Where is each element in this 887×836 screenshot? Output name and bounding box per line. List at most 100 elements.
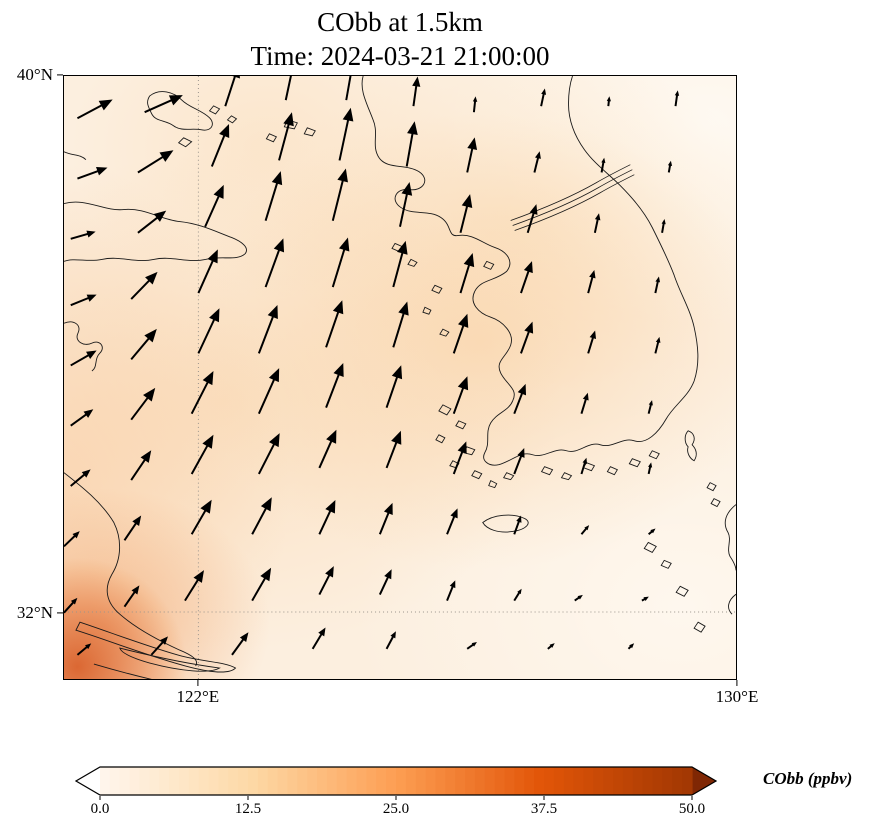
yangtze-south-bank [93,663,153,679]
wind-arrow-head [337,168,348,183]
colorbar-slice [169,767,180,795]
wind-arrow-head [86,350,97,360]
wind-arrow-head [326,429,337,444]
colorbar-slice [277,767,289,795]
island [422,306,432,315]
wind-arrow-head [342,107,354,122]
colorbar-slice [248,767,259,795]
colorbar-slice [396,767,407,795]
wind-arrow-head [267,305,278,319]
wind-arrow-head [648,462,653,468]
wind-arrow-head [260,567,272,582]
colorbar-slice [238,767,249,795]
colorbar-tick-label: 25.0 [382,801,410,817]
wind-arrow-shaft [392,308,406,348]
wind-arrow-head [584,525,590,531]
x-tick-label: 122°E [176,687,220,706]
wind-arrow-head [268,368,280,383]
wind-arrow-shaft [278,119,291,161]
wind-arrow-head [268,433,280,448]
island [438,404,452,416]
colorbar-slice [198,767,210,795]
wind-arrow-shaft [580,460,587,475]
wind-arrow-shaft [674,93,679,107]
wind-arrow-shaft [385,437,399,469]
wind-arrow-shaft [197,314,218,354]
wind-arrow-head [390,631,396,639]
wind-arrow-head [202,434,214,449]
colorbar-slice [672,767,683,795]
wind-arrow-head [524,321,534,334]
wind-arrow-shaft [331,244,347,288]
wind-arrow-shaft [540,91,546,107]
wind-arrow-shaft [284,76,292,101]
wind-arrow-shaft [593,216,600,233]
coastlines [64,76,736,679]
wind-arrow-shaft [257,374,277,415]
border-river-lines [510,164,635,231]
wind-arrow-shaft [190,441,211,475]
wind-arrow-head [461,194,473,208]
wind-arrow-head [72,531,80,539]
island [643,541,657,553]
wind-arrow-head [541,88,547,95]
colorbar-slice [405,767,417,795]
wind-arrow-shaft [137,214,162,234]
wind-arrow-head [81,469,91,478]
island [177,137,193,148]
wind-arrow-head [629,643,635,649]
map-panel [63,75,737,680]
wind-arrow-shaft [385,372,400,408]
colorbar-under-arrow [76,767,100,795]
wind-arrow-shaft [452,383,466,415]
colorbar-slice [603,767,614,795]
wind-arrow-shaft [257,439,278,475]
colorbar [75,766,717,796]
wind-arrow-shaft [466,144,475,173]
wind-arrow-head [655,336,661,343]
colorbar-slice [257,767,269,795]
wind-arrow-shaft [412,82,418,107]
colorbar-slice [425,767,437,795]
wind-arrow-head [213,184,224,199]
wind-arrow-head [318,627,326,637]
wind-arrow-shaft [70,352,92,367]
island [439,328,450,337]
colorbar-slice [415,767,427,795]
wind-arrow-head [85,643,92,650]
wind-arrow-shaft [77,168,102,180]
island [407,258,418,267]
coastline-china-left [64,321,103,372]
wind-arrow-head [383,502,393,515]
colorbar-slice [326,767,338,795]
island [675,585,689,597]
wind-arrow-head [384,569,392,580]
colorbar-slice [632,767,644,795]
colorbar-slice [563,767,575,795]
colorbar-slice [159,767,170,795]
island [560,472,573,481]
wind-arrow-shaft [150,639,166,656]
wind-arrow-shaft [526,209,536,234]
wind-arrow-head [239,632,249,643]
island [606,466,619,476]
wind-arrow-head [207,249,218,264]
wind-arrow-head [523,261,533,274]
wind-arrow-head [140,450,152,463]
wind-arrow-shaft [210,130,228,167]
island [283,119,298,130]
colorbar-slice [465,767,476,795]
wind-arrow-shaft [130,455,149,481]
wind-arrow-head [471,642,477,647]
wind-arrow-head [449,580,456,589]
coastline-kyushu-south [728,593,736,615]
wind-arrow-shaft [76,102,107,120]
colorbar-slice [366,767,377,795]
wind-arrow-head [96,166,108,176]
wind-arrow-shaft [446,513,457,535]
wind-arrow-head [472,96,478,102]
wind-arrow-head [401,181,413,196]
wind-arrow-head [333,362,344,378]
wind-arrow-shaft [446,583,455,601]
wind-arrow-shaft [513,389,525,415]
